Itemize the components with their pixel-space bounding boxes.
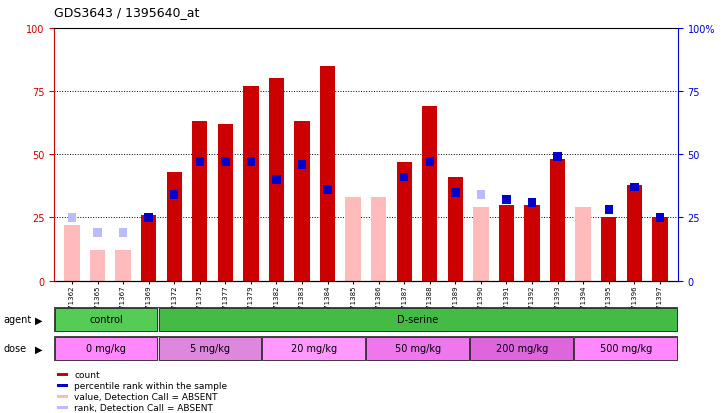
Bar	[262, 337, 366, 360]
Bar	[269, 79, 284, 281]
Bar	[294, 122, 310, 281]
Text: ▶: ▶	[35, 344, 42, 354]
Bar	[528, 198, 536, 207]
Bar	[400, 173, 409, 182]
Bar	[604, 206, 613, 215]
Bar	[425, 158, 434, 167]
Text: value, Detection Call = ABSENT: value, Detection Call = ABSENT	[74, 392, 218, 401]
Text: control: control	[89, 315, 123, 325]
Bar	[371, 198, 386, 281]
Bar	[221, 158, 229, 167]
Text: 500 mg/kg: 500 mg/kg	[600, 344, 652, 354]
Bar	[575, 208, 590, 281]
Bar	[192, 122, 208, 281]
Bar	[90, 251, 105, 281]
Bar	[273, 176, 280, 185]
Bar	[141, 215, 156, 281]
Bar	[55, 337, 157, 360]
Bar	[575, 337, 677, 360]
Bar	[144, 214, 153, 222]
Text: 20 mg/kg: 20 mg/kg	[291, 344, 337, 354]
Bar	[477, 191, 485, 199]
Bar	[159, 337, 262, 360]
Bar	[57, 373, 68, 377]
Bar	[422, 107, 438, 281]
Text: rank, Detection Call = ABSENT: rank, Detection Call = ABSENT	[74, 403, 213, 412]
Bar	[55, 308, 157, 331]
Bar	[247, 158, 255, 167]
Bar	[115, 251, 131, 281]
Bar	[345, 198, 360, 281]
Bar	[170, 191, 178, 199]
Bar	[473, 208, 489, 281]
Text: agent: agent	[4, 315, 32, 325]
Bar	[499, 205, 514, 281]
Text: GDS3643 / 1395640_at: GDS3643 / 1395640_at	[54, 6, 200, 19]
Bar	[630, 183, 639, 192]
Bar	[167, 173, 182, 281]
Bar	[323, 186, 332, 195]
Text: 5 mg/kg: 5 mg/kg	[190, 344, 230, 354]
Bar	[653, 218, 668, 281]
Bar	[57, 406, 68, 409]
Text: dose: dose	[4, 344, 27, 354]
Text: 50 mg/kg: 50 mg/kg	[395, 344, 441, 354]
Bar	[451, 188, 459, 197]
Bar	[448, 178, 463, 281]
Bar	[655, 214, 664, 222]
Bar	[524, 205, 540, 281]
Bar	[68, 214, 76, 222]
Text: 0 mg/kg: 0 mg/kg	[86, 344, 126, 354]
Bar	[503, 196, 510, 204]
Bar	[554, 153, 562, 162]
Bar	[218, 125, 233, 281]
Bar	[601, 218, 616, 281]
Bar	[119, 228, 128, 237]
Text: D-serine: D-serine	[397, 315, 438, 325]
Bar	[243, 87, 259, 281]
Bar	[93, 228, 102, 237]
Bar	[57, 384, 68, 387]
Bar	[366, 337, 469, 360]
Bar	[470, 337, 573, 360]
Bar	[320, 66, 335, 281]
Text: ▶: ▶	[35, 315, 42, 325]
Text: count: count	[74, 370, 99, 380]
Bar	[627, 185, 642, 281]
Bar	[550, 160, 565, 281]
Bar	[57, 395, 68, 398]
Bar	[397, 162, 412, 281]
Bar	[64, 225, 79, 281]
Bar	[195, 158, 204, 167]
Text: 200 mg/kg: 200 mg/kg	[496, 344, 548, 354]
Bar	[298, 161, 306, 169]
Bar	[159, 308, 677, 331]
Text: percentile rank within the sample: percentile rank within the sample	[74, 381, 227, 390]
